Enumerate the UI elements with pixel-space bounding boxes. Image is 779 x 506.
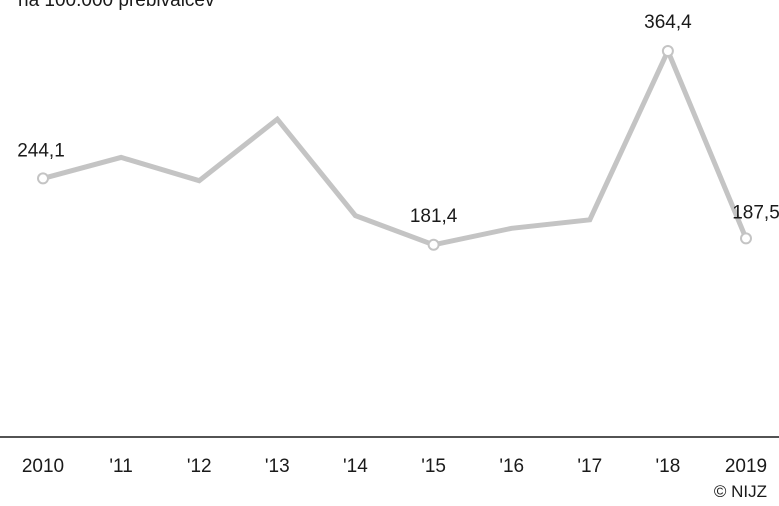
data-point-marker [740,232,752,245]
x-tick-label: '13 [265,456,290,477]
x-tick-label: 2019 [725,456,767,477]
x-tick-label: '12 [187,456,212,477]
data-label: 181,4 [410,206,458,227]
x-tick-label: '14 [343,456,368,477]
credit-text: © NIJZ [713,482,767,501]
series-line [42,44,749,248]
x-tick-label: 2010 [22,456,64,477]
x-tick-label: '11 [109,456,132,477]
data-point-marker [37,172,49,185]
data-point-marker [427,238,440,251]
data-label-layer: 244,1 181,4 364,4 187,5 [17,12,779,227]
data-label: 364,4 [644,12,692,33]
data-label: 244,1 [17,140,65,161]
marker-layer [37,45,752,251]
y-unit-label: na 100.000 prebivalcev [18,0,215,11]
x-tick-label: '18 [656,456,681,477]
x-tick-layer: 2010 '11 '12 '13 '14 '15 '16 '17 '18 2019 [22,456,767,477]
series-layer [42,44,749,248]
data-label: 187,5 [732,202,779,223]
x-tick-label: '15 [421,456,446,477]
data-point-marker [661,45,674,57]
x-tick-label: '16 [499,456,524,477]
x-tick-label: '17 [577,456,602,477]
